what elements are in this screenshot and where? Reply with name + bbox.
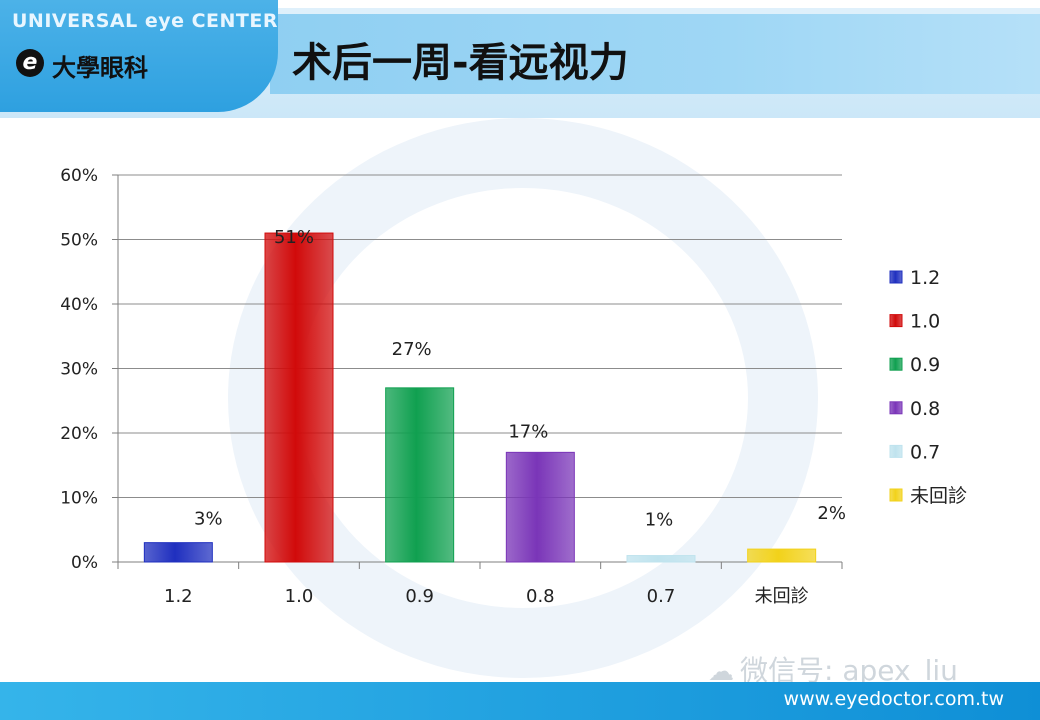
legend-label: 0.7 [910, 441, 940, 463]
data-label: 51% [274, 227, 314, 248]
bar-未回診 [747, 548, 817, 563]
y-tick-label: 60% [60, 166, 98, 186]
page-title: 术后一周-看远视力 [292, 40, 629, 86]
bar-1.2 [143, 542, 213, 563]
data-label: 2% [817, 503, 846, 524]
y-tick-label: 20% [60, 424, 98, 444]
y-tick-label: 50% [60, 231, 98, 251]
legend-label: 1.0 [910, 311, 940, 333]
data-label: 1% [645, 510, 674, 531]
data-label: 27% [392, 339, 432, 360]
brand-chinese-name: 大學眼科 [52, 54, 148, 82]
data-label: 17% [508, 421, 548, 442]
legend-swatch [889, 270, 903, 284]
logo-panel: UNIVERSAL eye CENTER e 大學眼科 [0, 0, 278, 112]
legend-swatch [889, 357, 903, 371]
brand-logo-icon: e [16, 49, 44, 77]
legend-swatch [889, 488, 903, 502]
legend-label: 1.2 [910, 267, 940, 289]
legend-label: 0.9 [910, 354, 940, 376]
bar-0.9 [385, 387, 455, 563]
wechat-id: 微信号: apex_liu [740, 654, 958, 687]
y-tick-label: 30% [60, 360, 98, 380]
brand-english-name: UNIVERSAL eye CENTER [12, 10, 278, 32]
bar-0.7 [626, 555, 696, 563]
legend-swatch [889, 444, 903, 458]
y-tick-label: 40% [60, 295, 98, 315]
x-tick-label: 未回診 [755, 586, 809, 607]
footer-band [0, 682, 1040, 720]
wechat-watermark: ☁ 微信号: apex_liu [708, 649, 958, 689]
legend-label: 未回診 [910, 485, 967, 507]
legend-swatch [889, 401, 903, 415]
y-tick-label: 10% [60, 489, 98, 509]
title-band [270, 14, 1040, 94]
x-tick-label: 0.9 [405, 586, 434, 607]
data-label: 3% [194, 509, 223, 530]
legend-swatch [889, 314, 903, 328]
website-url: www.eyedoctor.com.tw [783, 688, 1004, 710]
x-tick-label: 0.8 [526, 586, 555, 607]
x-tick-label: 1.2 [164, 586, 193, 607]
bar-0.8 [505, 451, 575, 563]
x-tick-label: 1.0 [285, 586, 314, 607]
y-tick-label: 0% [71, 553, 98, 573]
bar-1.0 [264, 232, 334, 563]
x-tick-label: 0.7 [647, 586, 676, 607]
legend-label: 0.8 [910, 398, 940, 420]
